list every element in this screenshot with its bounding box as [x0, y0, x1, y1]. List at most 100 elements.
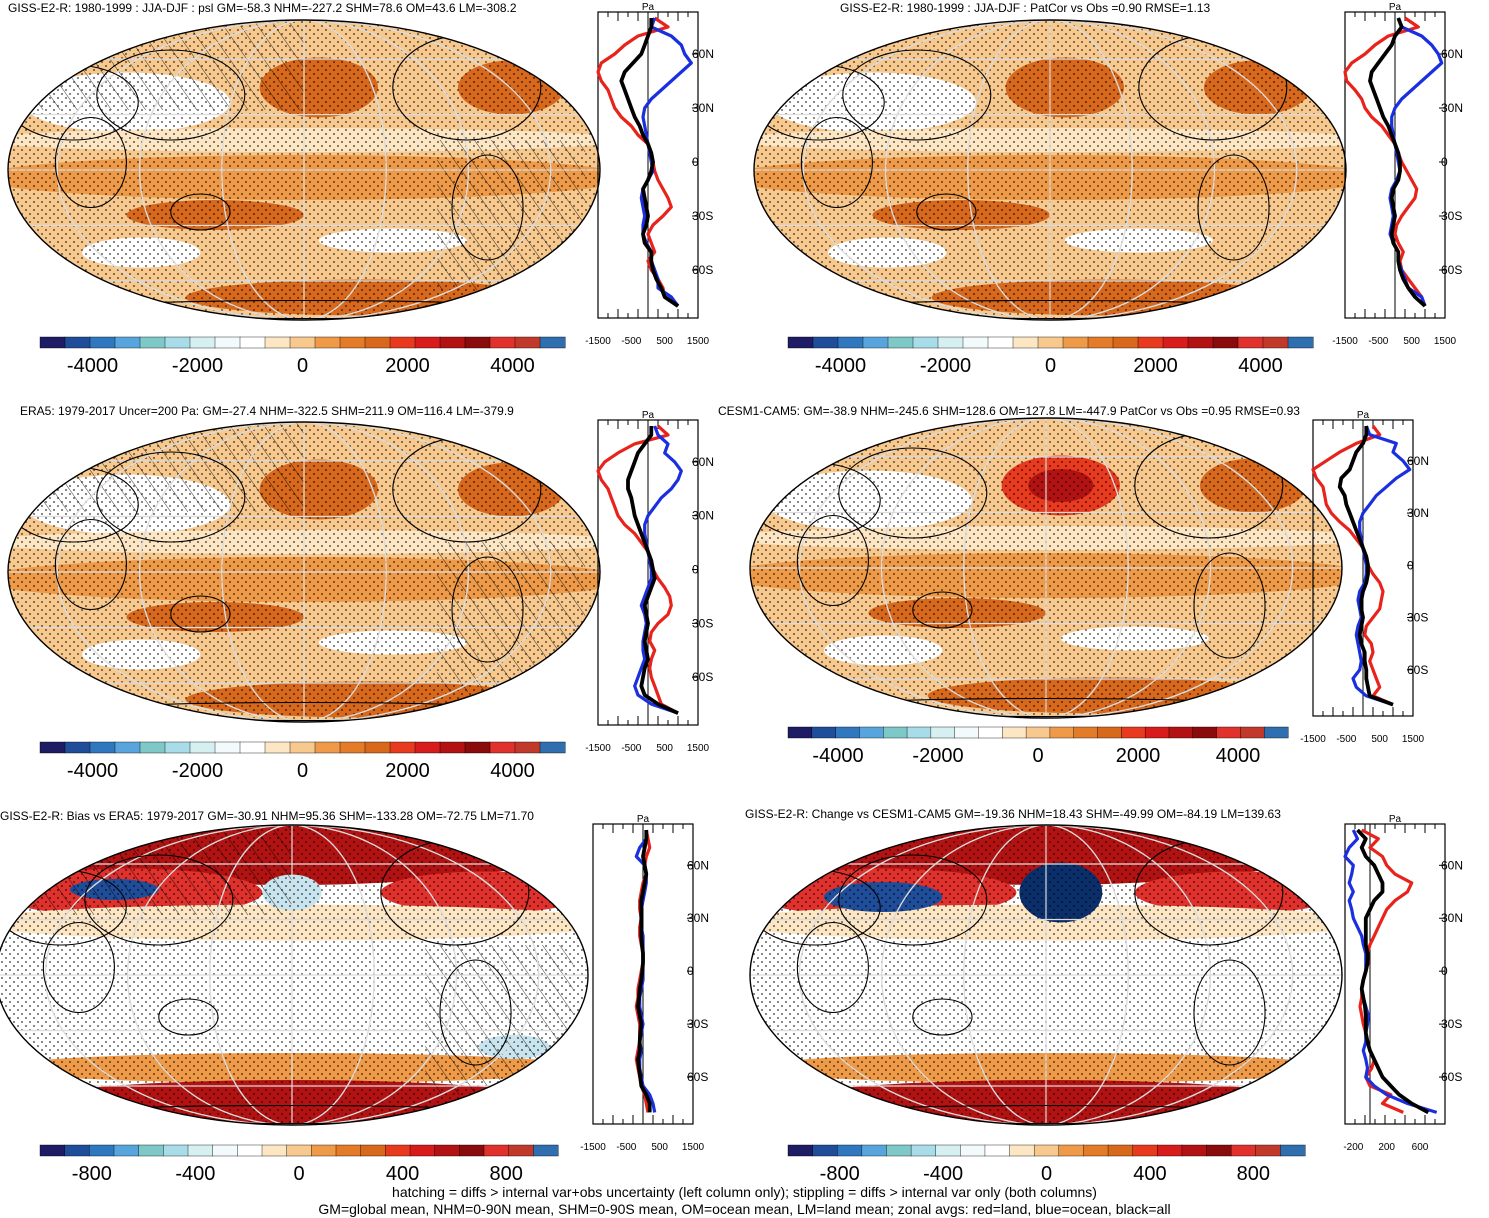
colorbar-cell: [1263, 726, 1289, 739]
colorbar-cell: [314, 741, 341, 754]
colorbar-cell: [1097, 726, 1122, 739]
zonal-line-all: [626, 426, 679, 715]
colorbar-cell: [954, 726, 979, 739]
colorbar-cell: [286, 1144, 312, 1157]
map-coastline: [796, 921, 869, 1014]
map-panel: [749, 417, 1343, 719]
zonal-lat-label: 60N: [1407, 454, 1429, 468]
colorbar-cell: [1240, 726, 1265, 739]
colorbar-cell: [937, 336, 964, 349]
colorbar-cell: [187, 1144, 214, 1157]
colorbar-cell: [339, 741, 366, 754]
zonal-profile: 60N 30N 0 30S 60S -1500 -500 500 1500 Pa: [585, 410, 714, 754]
colorbar-tick-label: 0: [293, 1163, 304, 1185]
colorbar-cell: [987, 336, 1014, 349]
colorbar-cell: [787, 1144, 814, 1157]
colorbar: -4000 -2000 0 2000 4000: [787, 336, 1314, 377]
colorbar-cell: [289, 741, 316, 754]
map-gridline-lon: [138, 20, 470, 320]
map-gridline-lon: [209, 825, 375, 1125]
colorbar-cell: [339, 336, 366, 349]
colorbar-cell: [906, 726, 932, 739]
colorbar-cell: [414, 741, 441, 754]
colorbar-cell: [1216, 726, 1241, 739]
zonal-line-all: [1337, 426, 1394, 707]
colorbar-cell: [237, 1144, 263, 1157]
zonal-lat-label: 60N: [692, 455, 714, 469]
zonal-line-all: [1368, 17, 1427, 308]
map-coastline: [451, 154, 524, 261]
zonal-line-all: [1356, 828, 1430, 1115]
footer-line-1: hatching = diffs > internal var+obs unce…: [392, 1184, 1097, 1200]
footer-line-2: GM=global mean, NHM=0-90N mean, SHM=0-90…: [318, 1201, 1171, 1217]
colorbar-cell: [489, 741, 516, 754]
map-coastline: [838, 854, 988, 946]
colorbar-tick-label: -2000: [172, 355, 223, 377]
zonal-profile: 60N 30N 0 30S 60S -200 200 600 Pa: [1343, 814, 1463, 1153]
zonal-lat-label: 30N: [687, 911, 709, 925]
colorbar-cell: [214, 336, 241, 349]
map-panel: [749, 824, 1343, 1126]
colorbar-cell: [539, 741, 566, 754]
map-coastline: [84, 854, 234, 946]
colorbar-cell: [514, 741, 541, 754]
zonal-x-tick-label: -1500: [1300, 734, 1326, 745]
zonal-x-tick-label: -500: [1368, 336, 1388, 347]
colorbar-tick-label: 2000: [1133, 355, 1178, 377]
colorbar-cell: [264, 741, 291, 754]
map-field: [750, 825, 1342, 1125]
colorbar: -800 -400 0 400 800: [787, 1144, 1306, 1185]
colorbar-cell: [1083, 1144, 1109, 1157]
zonal-lat-label: 0: [692, 563, 699, 577]
zonal-lat-label: 0: [692, 155, 699, 169]
map-coastline: [439, 959, 512, 1066]
colorbar-cell: [364, 741, 391, 754]
colorbar-cell: [912, 336, 939, 349]
colorbar-cell: [861, 1144, 887, 1157]
colorbar-tick-label: -4000: [815, 355, 866, 377]
colorbar-tick-label: 400: [386, 1163, 419, 1185]
colorbar-cell: [886, 1144, 912, 1157]
colorbar-cell: [935, 1144, 961, 1157]
colorbar-tick-label: 800: [1237, 1163, 1270, 1185]
colorbar-cell: [960, 1144, 986, 1157]
zonal-line-ocean: [633, 425, 683, 715]
zonal-lat-label: 30N: [692, 101, 714, 115]
colorbar-cell: [189, 336, 216, 349]
map-gridline-lon: [56, 422, 552, 722]
colorbar-cell: [1187, 336, 1214, 349]
colorbar-cell: [1181, 1144, 1208, 1157]
colorbar: -4000 -2000 0 2000 4000: [787, 726, 1289, 767]
colorbar-cell: [1137, 336, 1164, 349]
zonal-lat-label: 0: [687, 964, 694, 978]
zonal-x-tick-label: 1500: [687, 743, 710, 754]
colorbar-cell: [89, 336, 116, 349]
zonal-lat-label: 60S: [692, 670, 713, 684]
map-coastline: [800, 116, 873, 209]
colorbar-cell: [214, 741, 241, 754]
zonal-units-label: Pa: [637, 814, 650, 825]
map-hatching: [37, 422, 304, 512]
zonal-units-label: Pa: [1389, 814, 1402, 825]
map-gridline-lon: [798, 825, 1294, 1125]
colorbar-tick-label: -2000: [172, 760, 223, 782]
zonal-x-tick-label: -500: [621, 743, 641, 754]
colorbar-cell: [1087, 336, 1114, 349]
colorbar-cell: [212, 1144, 238, 1157]
zonal-lat-label: 60S: [692, 263, 713, 277]
colorbar-tick-label: 2000: [385, 355, 430, 377]
map-border: [7, 421, 601, 723]
zonal-lat-label: 0: [1407, 558, 1414, 572]
map-border: [753, 19, 1347, 321]
zonal-units-label: Pa: [1389, 2, 1402, 13]
colorbar: -800 -400 0 400 800: [39, 1144, 559, 1185]
zonal-units-label: Pa: [642, 2, 655, 13]
colorbar-cell: [311, 1144, 337, 1157]
colorbar-cell: [89, 741, 116, 754]
zonal-line-all: [636, 830, 652, 1113]
colorbar-cell: [139, 336, 166, 349]
colorbar-cell: [261, 1144, 288, 1157]
colorbar-cell: [138, 1144, 164, 1157]
zonal-x-tick-label: 500: [1403, 336, 1420, 347]
map-coastline: [96, 451, 246, 543]
